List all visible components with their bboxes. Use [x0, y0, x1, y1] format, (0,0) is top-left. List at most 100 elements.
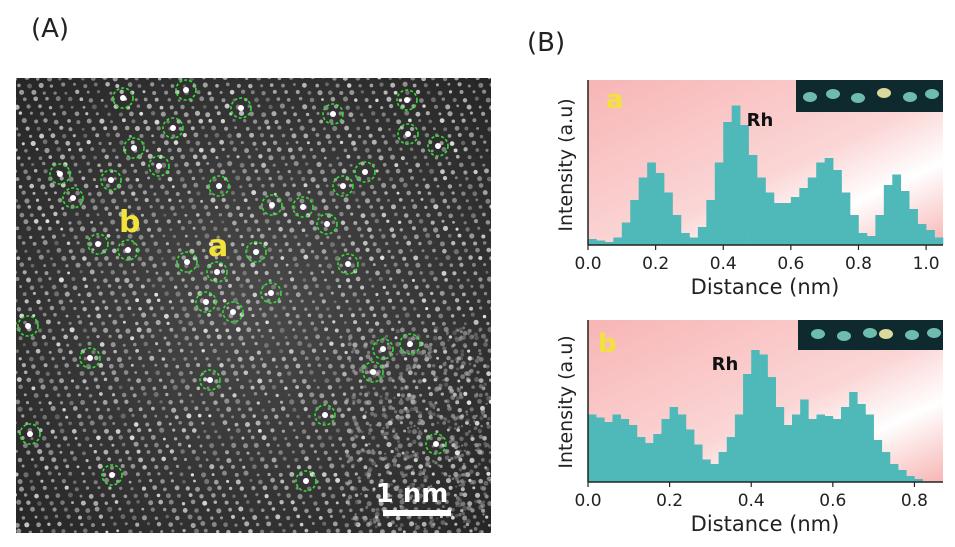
lattice-dot	[350, 386, 354, 390]
lattice-dot	[444, 499, 449, 504]
lattice-dot	[249, 213, 255, 218]
lattice-dot	[142, 465, 147, 470]
lattice-dot	[420, 197, 424, 201]
lattice-dot	[182, 479, 186, 484]
lattice-dot	[353, 147, 358, 152]
lattice-dot	[251, 313, 255, 318]
lattice-dot	[133, 441, 139, 447]
lattice-dot	[163, 487, 167, 492]
lattice-dot	[195, 456, 200, 461]
lattice-dot	[441, 270, 447, 276]
lattice-dot	[57, 371, 62, 376]
profile-bar	[816, 414, 825, 482]
lattice-dot	[128, 480, 132, 484]
lattice-dot	[354, 493, 359, 498]
lattice-dot	[24, 522, 30, 528]
lattice-dot	[158, 378, 163, 382]
lattice-dot	[23, 472, 29, 478]
lattice-dot	[79, 226, 86, 232]
lattice-dot	[386, 342, 390, 346]
lattice-dot	[190, 473, 195, 477]
lattice-dot	[282, 456, 287, 461]
lattice-dot	[252, 292, 258, 298]
lattice-dot	[438, 313, 444, 319]
lattice-dot	[244, 148, 250, 154]
lattice-dot	[81, 472, 85, 476]
lattice-dot	[90, 147, 95, 151]
lattice-dot	[368, 105, 372, 109]
noise-dot	[366, 518, 369, 521]
lattice-dot	[332, 371, 337, 376]
profile-bar	[620, 419, 630, 482]
lattice-dot	[243, 443, 249, 449]
lattice-dot	[427, 240, 433, 245]
lattice-dot	[310, 443, 314, 448]
lattice-dot	[288, 248, 293, 253]
lattice-dot	[441, 97, 446, 101]
lattice-dot	[271, 284, 276, 290]
noise-dot	[405, 409, 410, 414]
lattice-dot	[381, 234, 386, 239]
lattice-dot	[371, 284, 375, 288]
lattice-dot	[94, 530, 99, 533]
lattice-dot	[23, 219, 29, 225]
lattice-dot	[285, 312, 290, 317]
profile-bar	[604, 242, 614, 245]
lattice-dot	[418, 219, 424, 224]
lattice-dot	[391, 327, 395, 332]
noise-dot	[451, 477, 455, 481]
noise-dot	[459, 414, 464, 419]
lattice-dot	[63, 385, 69, 390]
lattice-dot	[485, 97, 491, 103]
lattice-dot	[468, 132, 474, 138]
lattice-dot	[246, 327, 252, 333]
lattice-dot	[321, 198, 326, 203]
atom-marker-circle	[195, 291, 217, 313]
lattice-dot	[95, 306, 100, 311]
lattice-dot	[140, 284, 145, 289]
lattice-dot	[418, 464, 424, 470]
lattice-dot	[244, 521, 250, 527]
x-axis-label-a: Distance (nm)	[691, 275, 840, 299]
profile-bar	[833, 170, 842, 245]
lattice-dot	[143, 292, 148, 297]
lattice-dot	[459, 436, 464, 441]
lattice-dot	[304, 335, 309, 340]
lattice-dot	[78, 421, 84, 427]
noise-dot	[400, 398, 403, 401]
lattice-dot	[216, 357, 221, 361]
lattice-dot	[395, 341, 401, 347]
lattice-dot	[196, 90, 201, 95]
lattice-dot	[16, 226, 20, 231]
lattice-dot	[427, 263, 432, 268]
lattice-dot	[67, 78, 73, 80]
lattice-dot	[315, 306, 320, 311]
lattice-dot	[412, 379, 416, 383]
noise-dot	[348, 338, 351, 341]
lattice-dot	[42, 91, 46, 95]
lattice-dot	[317, 213, 321, 217]
lattice-dot	[224, 398, 230, 404]
lattice-dot	[383, 263, 387, 267]
lattice-dot	[338, 457, 342, 461]
noise-dot	[461, 360, 466, 366]
lattice-dot	[463, 391, 468, 396]
lattice-dot	[292, 328, 296, 332]
lattice-dot	[422, 328, 428, 333]
inset-atom	[826, 89, 840, 99]
rh-annotation-b: Rh	[712, 354, 739, 375]
noise-dot	[386, 462, 391, 468]
lattice-dot	[485, 515, 489, 519]
lattice-dot	[371, 435, 376, 440]
lattice-dot	[456, 306, 462, 311]
noise-dot	[371, 460, 376, 466]
lattice-dot	[256, 473, 260, 477]
lattice-dot	[399, 177, 405, 183]
noise-dot	[483, 382, 488, 387]
lattice-dot	[17, 457, 23, 463]
noise-dot	[457, 474, 462, 478]
lattice-dot	[367, 154, 372, 159]
lattice-dot	[182, 183, 188, 189]
lattice-dot	[102, 177, 107, 182]
lattice-dot	[300, 78, 304, 79]
